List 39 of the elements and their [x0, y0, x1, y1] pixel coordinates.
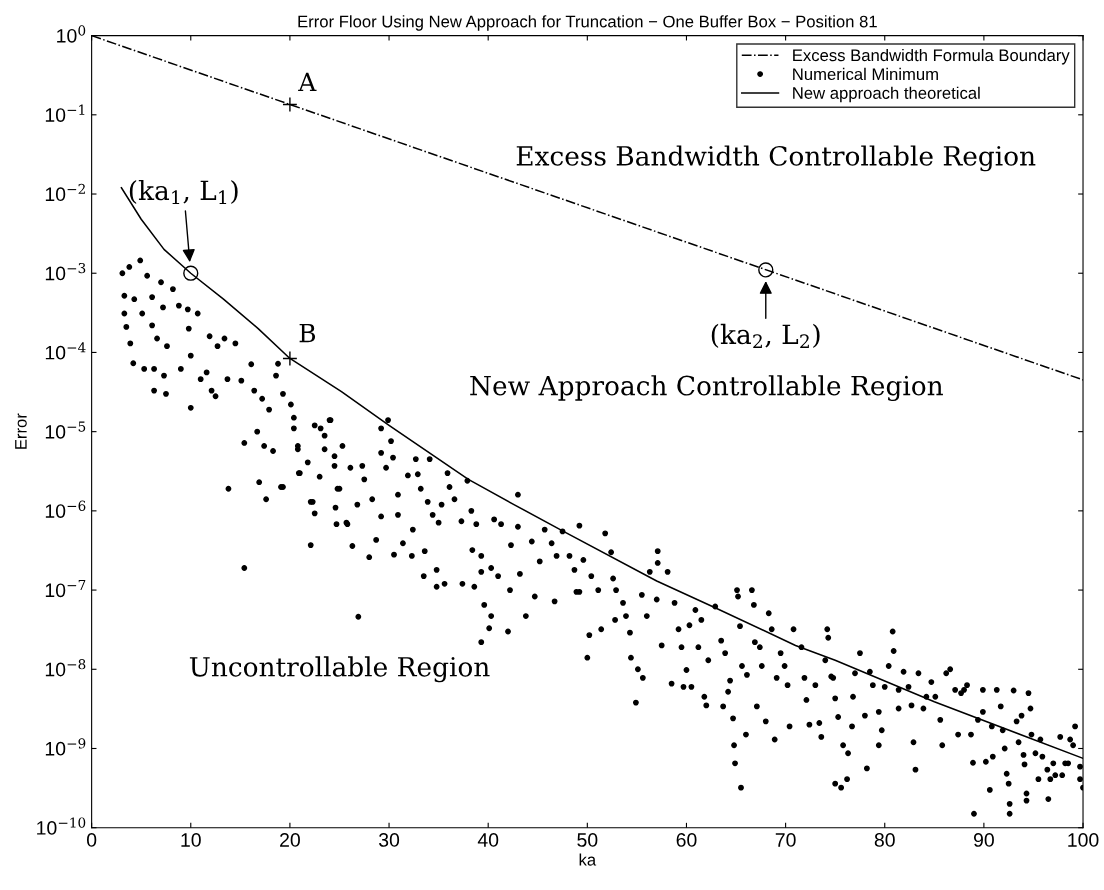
point [282, 96, 298, 113]
y-tick-label: 10$^{−8}$ [45, 659, 86, 677]
y-tick-label: 10$^{−7}$ [45, 580, 86, 598]
chart-title: Error Floor Using New Approach for Truncation − One Buffer Box − Position 81 [298, 15, 877, 31]
y-tick-label: 10$^{−2}$ [45, 183, 85, 202]
y-tick-label: 10$^{−5}$ [45, 421, 86, 439]
annotation: B [299, 323, 316, 343]
y-axis-title: Error [15, 413, 27, 449]
legend-label: Excess Bandwidth Formula Boundary [793, 48, 1070, 65]
y-tick-label: 10$^{−9}$ [45, 738, 86, 756]
annotation: New Approach Controllable Region [470, 375, 943, 402]
annotation: A [298, 72, 317, 91]
y-tick-label: 10$^{−4}$ [45, 342, 86, 360]
point [758, 262, 774, 278]
x-tick-label: 10 [181, 833, 201, 847]
legend-label: New approach theoretical [793, 86, 980, 103]
annotation: (ka$_{2}$, L$_{2}$) [711, 323, 820, 349]
x-tick-label: 50 [577, 833, 598, 847]
point [282, 350, 298, 367]
x-tick-label: 80 [874, 833, 895, 847]
x-tick-label: 70 [775, 833, 796, 847]
y-tick-label: 10$^{−1}$ [45, 104, 85, 122]
x-tick-label: 0 [86, 833, 97, 847]
annotation: (ka$_{1}$, L$_{1}$) [129, 179, 238, 205]
x-tick-label: 30 [378, 833, 400, 847]
annotation: Uncontrollable Region [189, 656, 490, 683]
x-tick-label: 40 [477, 833, 499, 847]
legend-label: Numerical Minimum [793, 67, 938, 81]
x-tick-label: 90 [973, 833, 994, 847]
annotation: Excess Bandwidth Controllable Region [516, 145, 1036, 172]
y-tick-label: 10$^{−10}$ [37, 817, 86, 835]
y-tick-label: 10$^{−6}$ [45, 500, 86, 518]
y-tick-label: 10$^{0}$ [57, 25, 86, 43]
x-axis-title: ka [579, 853, 597, 866]
x-tick-label: 100 [1068, 833, 1099, 847]
x-tick-label: 20 [280, 833, 300, 847]
y-tick-label: 10$^{−3}$ [45, 262, 86, 281]
x-tick-label: 60 [676, 833, 697, 847]
point [183, 265, 199, 281]
